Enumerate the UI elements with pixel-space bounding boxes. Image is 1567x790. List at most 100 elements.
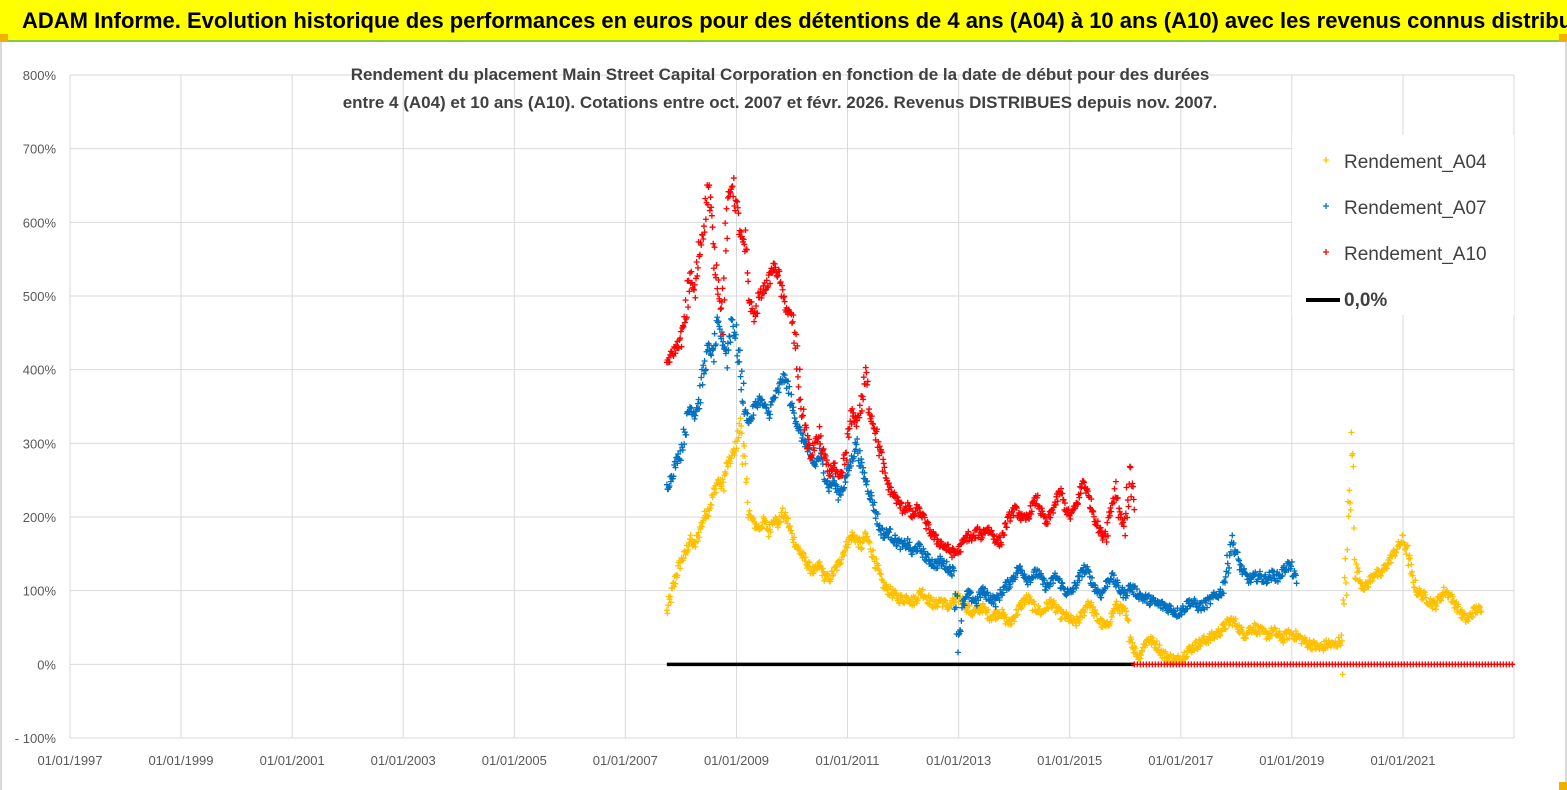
data-point: [1063, 609, 1070, 616]
data-point: [740, 380, 747, 387]
y-tick-label: 800%: [23, 68, 57, 83]
data-point: [1001, 531, 1008, 538]
data-point: [724, 235, 731, 242]
data-point: [945, 541, 952, 548]
data-point: [874, 426, 881, 433]
data-point: [870, 502, 877, 509]
data-point: [720, 479, 727, 486]
data-point: [743, 475, 750, 482]
data-point: [720, 331, 727, 338]
data-point: [673, 341, 680, 348]
data-point: [912, 508, 919, 515]
data-point: [1038, 505, 1045, 512]
data-point: [1192, 638, 1199, 645]
data-point: [949, 545, 956, 552]
data-point: [1222, 579, 1229, 586]
data-point: [1015, 606, 1022, 613]
data-point: [737, 415, 744, 422]
data-point: [1217, 586, 1224, 593]
data-point: [1124, 497, 1131, 504]
data-point: [677, 328, 684, 335]
data-point: [856, 535, 863, 542]
data-point: [844, 430, 851, 437]
data-point: [999, 589, 1006, 596]
data-point: [727, 339, 734, 346]
data-point: [973, 526, 980, 533]
data-point: [880, 460, 887, 467]
data-point: [775, 524, 782, 531]
x-tick-label: 01/01/2019: [1259, 753, 1324, 768]
data-point: [710, 358, 717, 365]
data-point: [925, 551, 932, 558]
data-point: [1291, 568, 1298, 575]
data-point: [841, 484, 848, 491]
data-point: [718, 335, 725, 342]
chart-title-line-2: entre 4 (A04) et 10 ans (A10). Cotations…: [343, 93, 1218, 112]
data-point: [965, 594, 972, 601]
data-point: [791, 410, 798, 417]
data-point: [880, 456, 887, 463]
data-point: [765, 533, 772, 540]
data-point: [689, 543, 696, 550]
data-point: [897, 504, 904, 511]
data-point: [1122, 605, 1129, 612]
data-point: [844, 544, 851, 551]
data-point: [1194, 646, 1201, 653]
data-point: [751, 318, 758, 325]
data-point: [788, 391, 795, 398]
data-point: [1046, 583, 1053, 590]
data-point: [860, 374, 867, 381]
data-point: [850, 409, 857, 416]
data-point: [1084, 563, 1091, 570]
data-point: [701, 229, 708, 236]
data-point: [1077, 490, 1084, 497]
data-point: [1347, 506, 1354, 513]
data-point: [1236, 557, 1243, 564]
x-tick-label: 01/01/2013: [926, 753, 991, 768]
data-point: [1147, 601, 1154, 608]
data-point: [1234, 549, 1241, 556]
data-point: [722, 247, 729, 254]
data-point: [802, 554, 809, 561]
data-point: [1088, 496, 1095, 503]
data-point: [677, 457, 684, 464]
data-marks: [663, 175, 1516, 678]
data-point: [1280, 562, 1287, 569]
data-point: [713, 262, 720, 269]
data-point: [838, 469, 845, 476]
data-point: [1156, 642, 1163, 649]
data-point: [954, 649, 961, 656]
data-point: [837, 559, 844, 566]
data-point: [1276, 630, 1283, 637]
data-point: [716, 323, 723, 330]
data-point: [666, 483, 673, 490]
data-point: [917, 541, 924, 548]
data-point: [1047, 514, 1054, 521]
data-point: [678, 343, 685, 350]
data-point: [836, 491, 843, 498]
data-point: [1465, 618, 1472, 625]
data-point: [1137, 655, 1144, 662]
data-point: [984, 525, 991, 532]
data-point: [837, 492, 844, 499]
data-point: [1237, 561, 1244, 568]
data-point: [771, 260, 778, 267]
data-point: [766, 415, 773, 422]
data-point: [810, 570, 817, 577]
data-point: [858, 545, 865, 552]
data-point: [738, 386, 745, 393]
data-point: [737, 373, 744, 380]
data-point: [1433, 602, 1440, 609]
data-point: [1280, 639, 1287, 646]
data-point: [816, 558, 823, 565]
data-point: [750, 412, 757, 419]
data-point: [769, 398, 776, 405]
data-point: [811, 447, 818, 454]
data-point: [1021, 571, 1028, 578]
data-point: [1070, 588, 1077, 595]
data-point: [704, 201, 711, 208]
data-point: [1339, 671, 1346, 678]
data-point: [780, 370, 787, 377]
data-point: [1288, 558, 1295, 565]
data-point: [802, 558, 809, 565]
